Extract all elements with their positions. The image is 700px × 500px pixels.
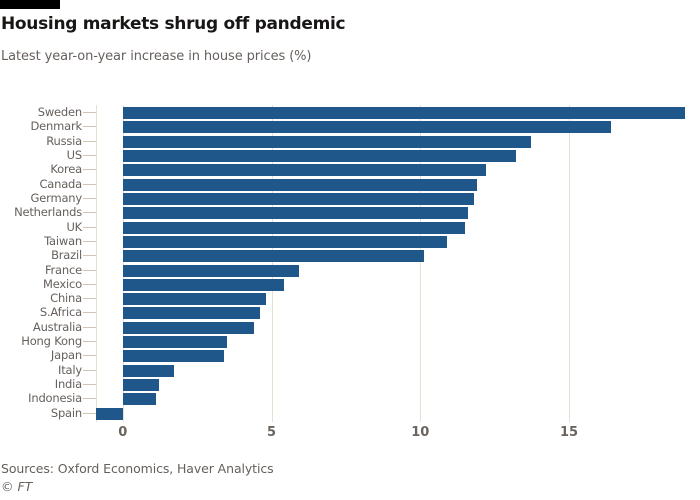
row-tick [83, 298, 96, 299]
bar-uk [123, 222, 465, 234]
row-tick [83, 341, 96, 342]
category-label: Hong Kong [21, 334, 82, 348]
row-tick [83, 141, 96, 142]
row-tick [83, 284, 96, 285]
gridline-10 [420, 105, 421, 422]
row-tick [83, 169, 96, 170]
category-label: Taiwan [44, 234, 82, 248]
category-label: Italy [58, 363, 82, 377]
row-tick [83, 155, 96, 156]
row-tick [83, 398, 96, 399]
category-label: China [50, 291, 82, 305]
category-label: Russia [46, 134, 82, 148]
category-label: US [66, 148, 83, 162]
row-tick [83, 270, 96, 271]
bar-korea [123, 164, 486, 176]
bar-mexico [123, 279, 284, 291]
bar-india [123, 379, 159, 391]
category-label: Canada [39, 177, 82, 191]
category-label: Germany [30, 191, 83, 205]
category-label: Mexico [43, 277, 82, 291]
row-tick [83, 327, 96, 328]
category-label: S.Africa [39, 305, 82, 319]
bar-indonesia [123, 393, 156, 405]
category-label: UK [66, 220, 82, 234]
bar-denmark [123, 121, 611, 133]
source-note: Sources: Oxford Economics, Haver Analyti… [1, 461, 274, 476]
bar-brazil [123, 250, 424, 262]
bar-russia [123, 136, 531, 148]
x-tick-label: 10 [411, 425, 430, 440]
bar-sweden [123, 107, 685, 119]
category-label: Netherlands [14, 205, 82, 219]
bar-germany [123, 193, 474, 205]
bar-netherlands [123, 207, 468, 219]
bar-italy [123, 365, 174, 377]
bar-canada [123, 179, 477, 191]
category-label: Indonesia [28, 391, 82, 405]
gridline-0 [123, 105, 124, 422]
row-tick [83, 241, 96, 242]
top-accent-bar [0, 0, 60, 9]
row-tick [83, 312, 96, 313]
x-tick-label: 5 [267, 425, 277, 440]
row-tick [83, 112, 96, 113]
category-label: Spain [50, 406, 82, 420]
bar-s-africa [123, 307, 260, 319]
category-label: Denmark [30, 119, 83, 133]
category-label: Brazil [51, 248, 82, 262]
ft-credit: © FT [1, 479, 33, 494]
chart-subtitle: Latest year-on-year increase in house pr… [1, 49, 312, 64]
category-label: Korea [50, 162, 82, 176]
row-tick [83, 370, 96, 371]
bar-china [123, 293, 266, 305]
bar-japan [123, 350, 224, 362]
category-label: Australia [32, 320, 82, 334]
row-tick [83, 413, 96, 414]
bar-us [123, 150, 516, 162]
category-label: France [44, 263, 82, 277]
row-tick [83, 212, 96, 213]
gridline-5 [272, 105, 273, 422]
bar-spain [96, 408, 123, 420]
row-tick [83, 255, 96, 256]
chart-title: Housing markets shrug off pandemic [1, 14, 346, 34]
x-tick-label: 15 [560, 425, 579, 440]
category-label: Sweden [37, 105, 82, 119]
category-label: Japan [50, 348, 82, 362]
row-tick [83, 184, 96, 185]
bar-hong-kong [123, 336, 227, 348]
row-tick [83, 355, 96, 356]
bar-taiwan [123, 236, 447, 248]
row-tick [83, 227, 96, 228]
row-tick [83, 126, 96, 127]
gridline-15 [569, 105, 570, 422]
row-tick [83, 384, 96, 385]
plot-area [96, 105, 697, 422]
plot-left-edge-line [96, 105, 97, 422]
row-tick [83, 198, 96, 199]
category-label: India [54, 377, 82, 391]
bar-australia [123, 322, 254, 334]
bar-france [123, 265, 299, 277]
x-tick-label: 0 [118, 425, 128, 440]
